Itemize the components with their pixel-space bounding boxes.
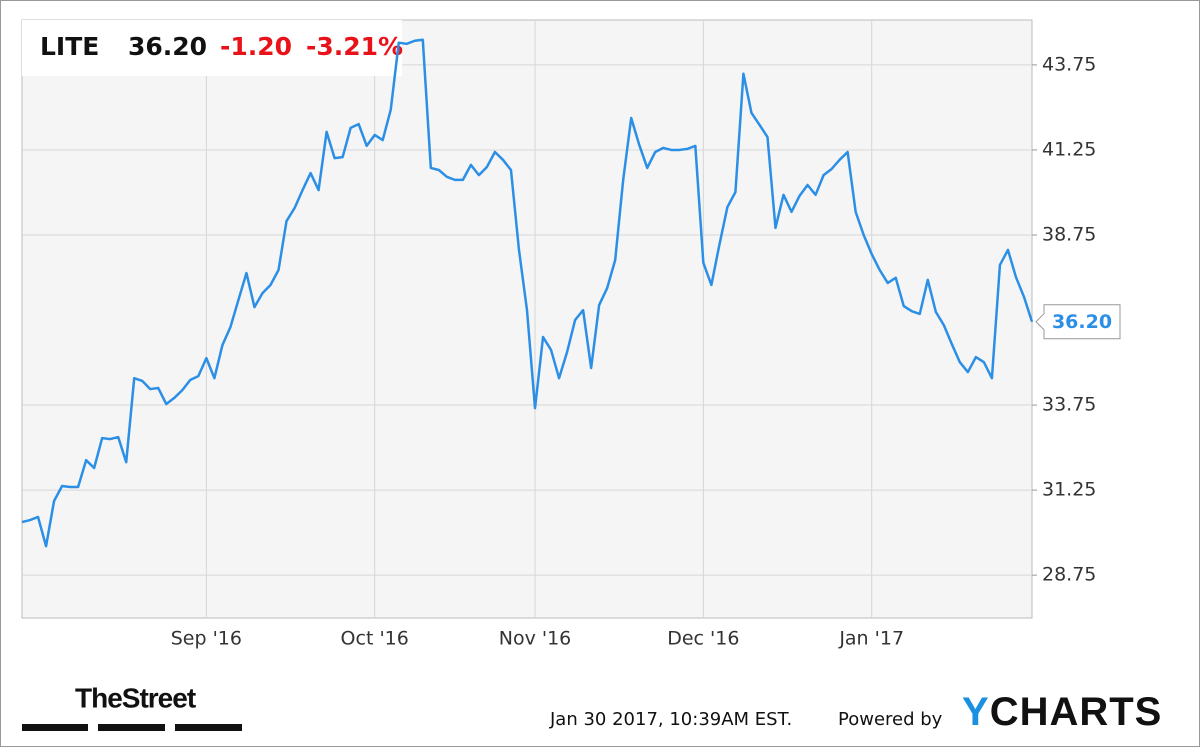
y-tick-label: 41.25: [1042, 138, 1096, 160]
y-tick-label: 28.75: [1042, 564, 1096, 586]
y-tick-label: 43.75: [1042, 53, 1096, 75]
powered-by: Powered by: [838, 709, 943, 730]
source-logo: TheStreet: [75, 682, 196, 713]
change-pct: -3.21%: [306, 32, 403, 61]
logo-bar: [175, 724, 242, 731]
change: -1.20: [220, 32, 292, 61]
ticker: LITE: [40, 32, 99, 61]
price-line: [21, 38, 1034, 548]
price-flag: [1035, 304, 1121, 340]
timestamp: Jan 30 2017, 10:39AM EST.: [549, 709, 792, 730]
y-tick-label: 38.75: [1042, 223, 1096, 245]
y-tick-label: 33.75: [1042, 394, 1096, 416]
x-tick-label: Jan '17: [838, 628, 904, 650]
logo-bar: [22, 724, 88, 731]
price: 36.20: [128, 32, 207, 61]
y-tick-label: 31.25: [1042, 479, 1096, 501]
x-tick-label: Nov '16: [499, 628, 572, 650]
x-tick-label: Oct '16: [341, 628, 409, 650]
x-tick-label: Sep '16: [171, 628, 242, 650]
x-tick-label: Dec '16: [667, 628, 739, 650]
header-box: [22, 20, 402, 76]
logo-bar: [98, 724, 165, 731]
price-label: 36.20: [1052, 311, 1112, 333]
brand-logo: YCHARTS: [962, 690, 1163, 734]
